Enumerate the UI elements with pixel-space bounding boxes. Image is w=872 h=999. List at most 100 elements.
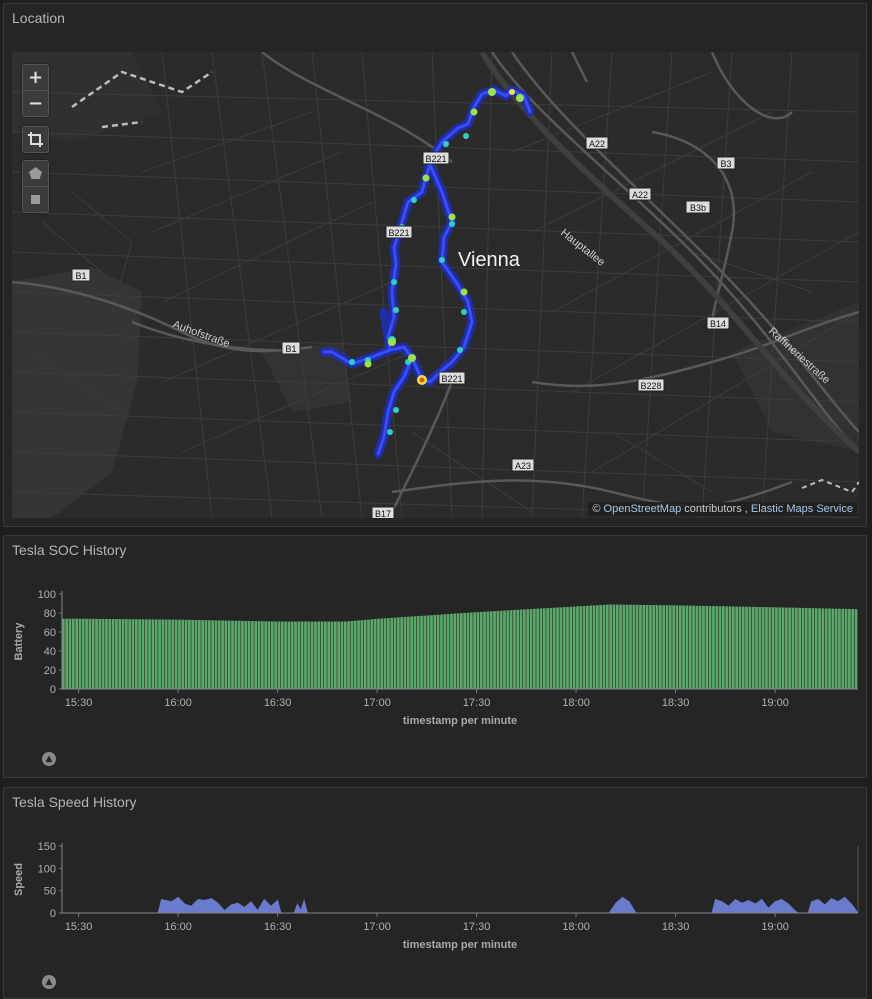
bar[interactable] xyxy=(625,604,629,689)
bar[interactable] xyxy=(178,619,181,689)
bar[interactable] xyxy=(201,620,205,689)
bar[interactable] xyxy=(582,605,586,689)
bar[interactable] xyxy=(828,608,831,689)
bar[interactable] xyxy=(731,606,735,689)
bar[interactable] xyxy=(138,619,141,689)
bar[interactable] xyxy=(486,611,490,689)
bar[interactable] xyxy=(164,619,168,689)
bar[interactable] xyxy=(751,606,755,689)
bar[interactable] xyxy=(154,619,158,689)
bar[interactable] xyxy=(745,606,748,689)
bar[interactable] xyxy=(363,619,367,689)
bar[interactable] xyxy=(284,621,287,689)
bar[interactable] xyxy=(536,608,539,689)
bar[interactable] xyxy=(211,620,214,689)
bar[interactable] xyxy=(735,606,738,689)
bar[interactable] xyxy=(158,619,161,689)
bar[interactable] xyxy=(602,604,606,689)
bar[interactable] xyxy=(108,618,112,689)
bar[interactable] xyxy=(304,621,307,689)
bar[interactable] xyxy=(267,621,271,689)
bar[interactable] xyxy=(539,608,543,689)
bar[interactable] xyxy=(287,621,291,689)
bar[interactable] xyxy=(781,607,785,689)
bar[interactable] xyxy=(722,606,725,689)
bar[interactable] xyxy=(841,608,845,689)
bar[interactable] xyxy=(655,605,659,689)
bar[interactable] xyxy=(75,618,78,689)
bar[interactable] xyxy=(450,613,453,689)
bar[interactable] xyxy=(443,614,447,689)
zoom-out-button[interactable]: − xyxy=(23,90,48,116)
bar[interactable] xyxy=(499,610,503,689)
bar[interactable] xyxy=(675,605,679,689)
bar[interactable] xyxy=(615,604,619,689)
bar[interactable] xyxy=(188,619,191,689)
bar[interactable] xyxy=(848,608,851,689)
bar[interactable] xyxy=(78,618,82,689)
bar[interactable] xyxy=(652,605,656,689)
bar[interactable] xyxy=(811,608,815,689)
bar[interactable] xyxy=(649,605,652,689)
bar[interactable] xyxy=(151,619,155,689)
bar[interactable] xyxy=(416,616,420,689)
bar[interactable] xyxy=(479,611,483,689)
bar[interactable] xyxy=(357,620,360,689)
bar[interactable] xyxy=(572,606,576,689)
bar[interactable] xyxy=(181,619,185,689)
bar[interactable] xyxy=(134,619,138,689)
bar[interactable] xyxy=(396,617,400,689)
bar[interactable] xyxy=(559,607,563,689)
bar[interactable] xyxy=(635,604,639,689)
bar[interactable] xyxy=(377,618,380,689)
bar[interactable] xyxy=(639,604,642,689)
bar[interactable] xyxy=(370,619,374,689)
bar[interactable] xyxy=(373,618,377,689)
bar[interactable] xyxy=(778,607,782,689)
bar[interactable] xyxy=(423,615,427,689)
bar[interactable] xyxy=(659,605,662,689)
bar[interactable] xyxy=(665,605,669,689)
bar[interactable] xyxy=(333,621,337,689)
bar[interactable] xyxy=(141,619,145,689)
bar[interactable] xyxy=(244,620,248,689)
bar[interactable] xyxy=(184,619,188,689)
chevron-up-icon[interactable]: ▲ xyxy=(42,752,56,766)
bar[interactable] xyxy=(513,609,516,689)
bar[interactable] xyxy=(456,613,460,689)
bar[interactable] xyxy=(712,606,715,689)
bar[interactable] xyxy=(274,621,277,689)
bar[interactable] xyxy=(353,620,357,689)
bar[interactable] xyxy=(493,611,496,689)
bar[interactable] xyxy=(818,608,821,689)
bar[interactable] xyxy=(148,619,151,689)
ems-link[interactable]: Elastic Maps Service xyxy=(750,503,853,515)
bar[interactable] xyxy=(320,621,324,689)
bar[interactable] xyxy=(105,618,108,689)
bar[interactable] xyxy=(526,609,530,689)
bar[interactable] xyxy=(483,611,486,689)
bar[interactable] xyxy=(91,618,95,689)
bar[interactable] xyxy=(65,618,69,689)
bar[interactable] xyxy=(801,607,805,689)
bar[interactable] xyxy=(569,606,573,689)
bar[interactable] xyxy=(814,608,818,689)
bar[interactable] xyxy=(566,606,569,689)
bar[interactable] xyxy=(460,613,463,689)
bar[interactable] xyxy=(234,620,238,689)
bar[interactable] xyxy=(125,619,128,689)
bar[interactable] xyxy=(340,621,344,689)
bar[interactable] xyxy=(662,605,666,689)
bar[interactable] xyxy=(791,607,795,689)
bar[interactable] xyxy=(798,607,802,689)
bar[interactable] xyxy=(115,619,118,689)
bar[interactable] xyxy=(748,606,752,689)
bar[interactable] xyxy=(307,621,311,689)
bar[interactable] xyxy=(682,605,685,689)
bar[interactable] xyxy=(794,607,798,689)
bar[interactable] xyxy=(589,605,593,689)
bar[interactable] xyxy=(552,607,556,689)
bar[interactable] xyxy=(168,619,171,689)
bar[interactable] xyxy=(406,616,410,689)
bar[interactable] xyxy=(95,618,98,689)
